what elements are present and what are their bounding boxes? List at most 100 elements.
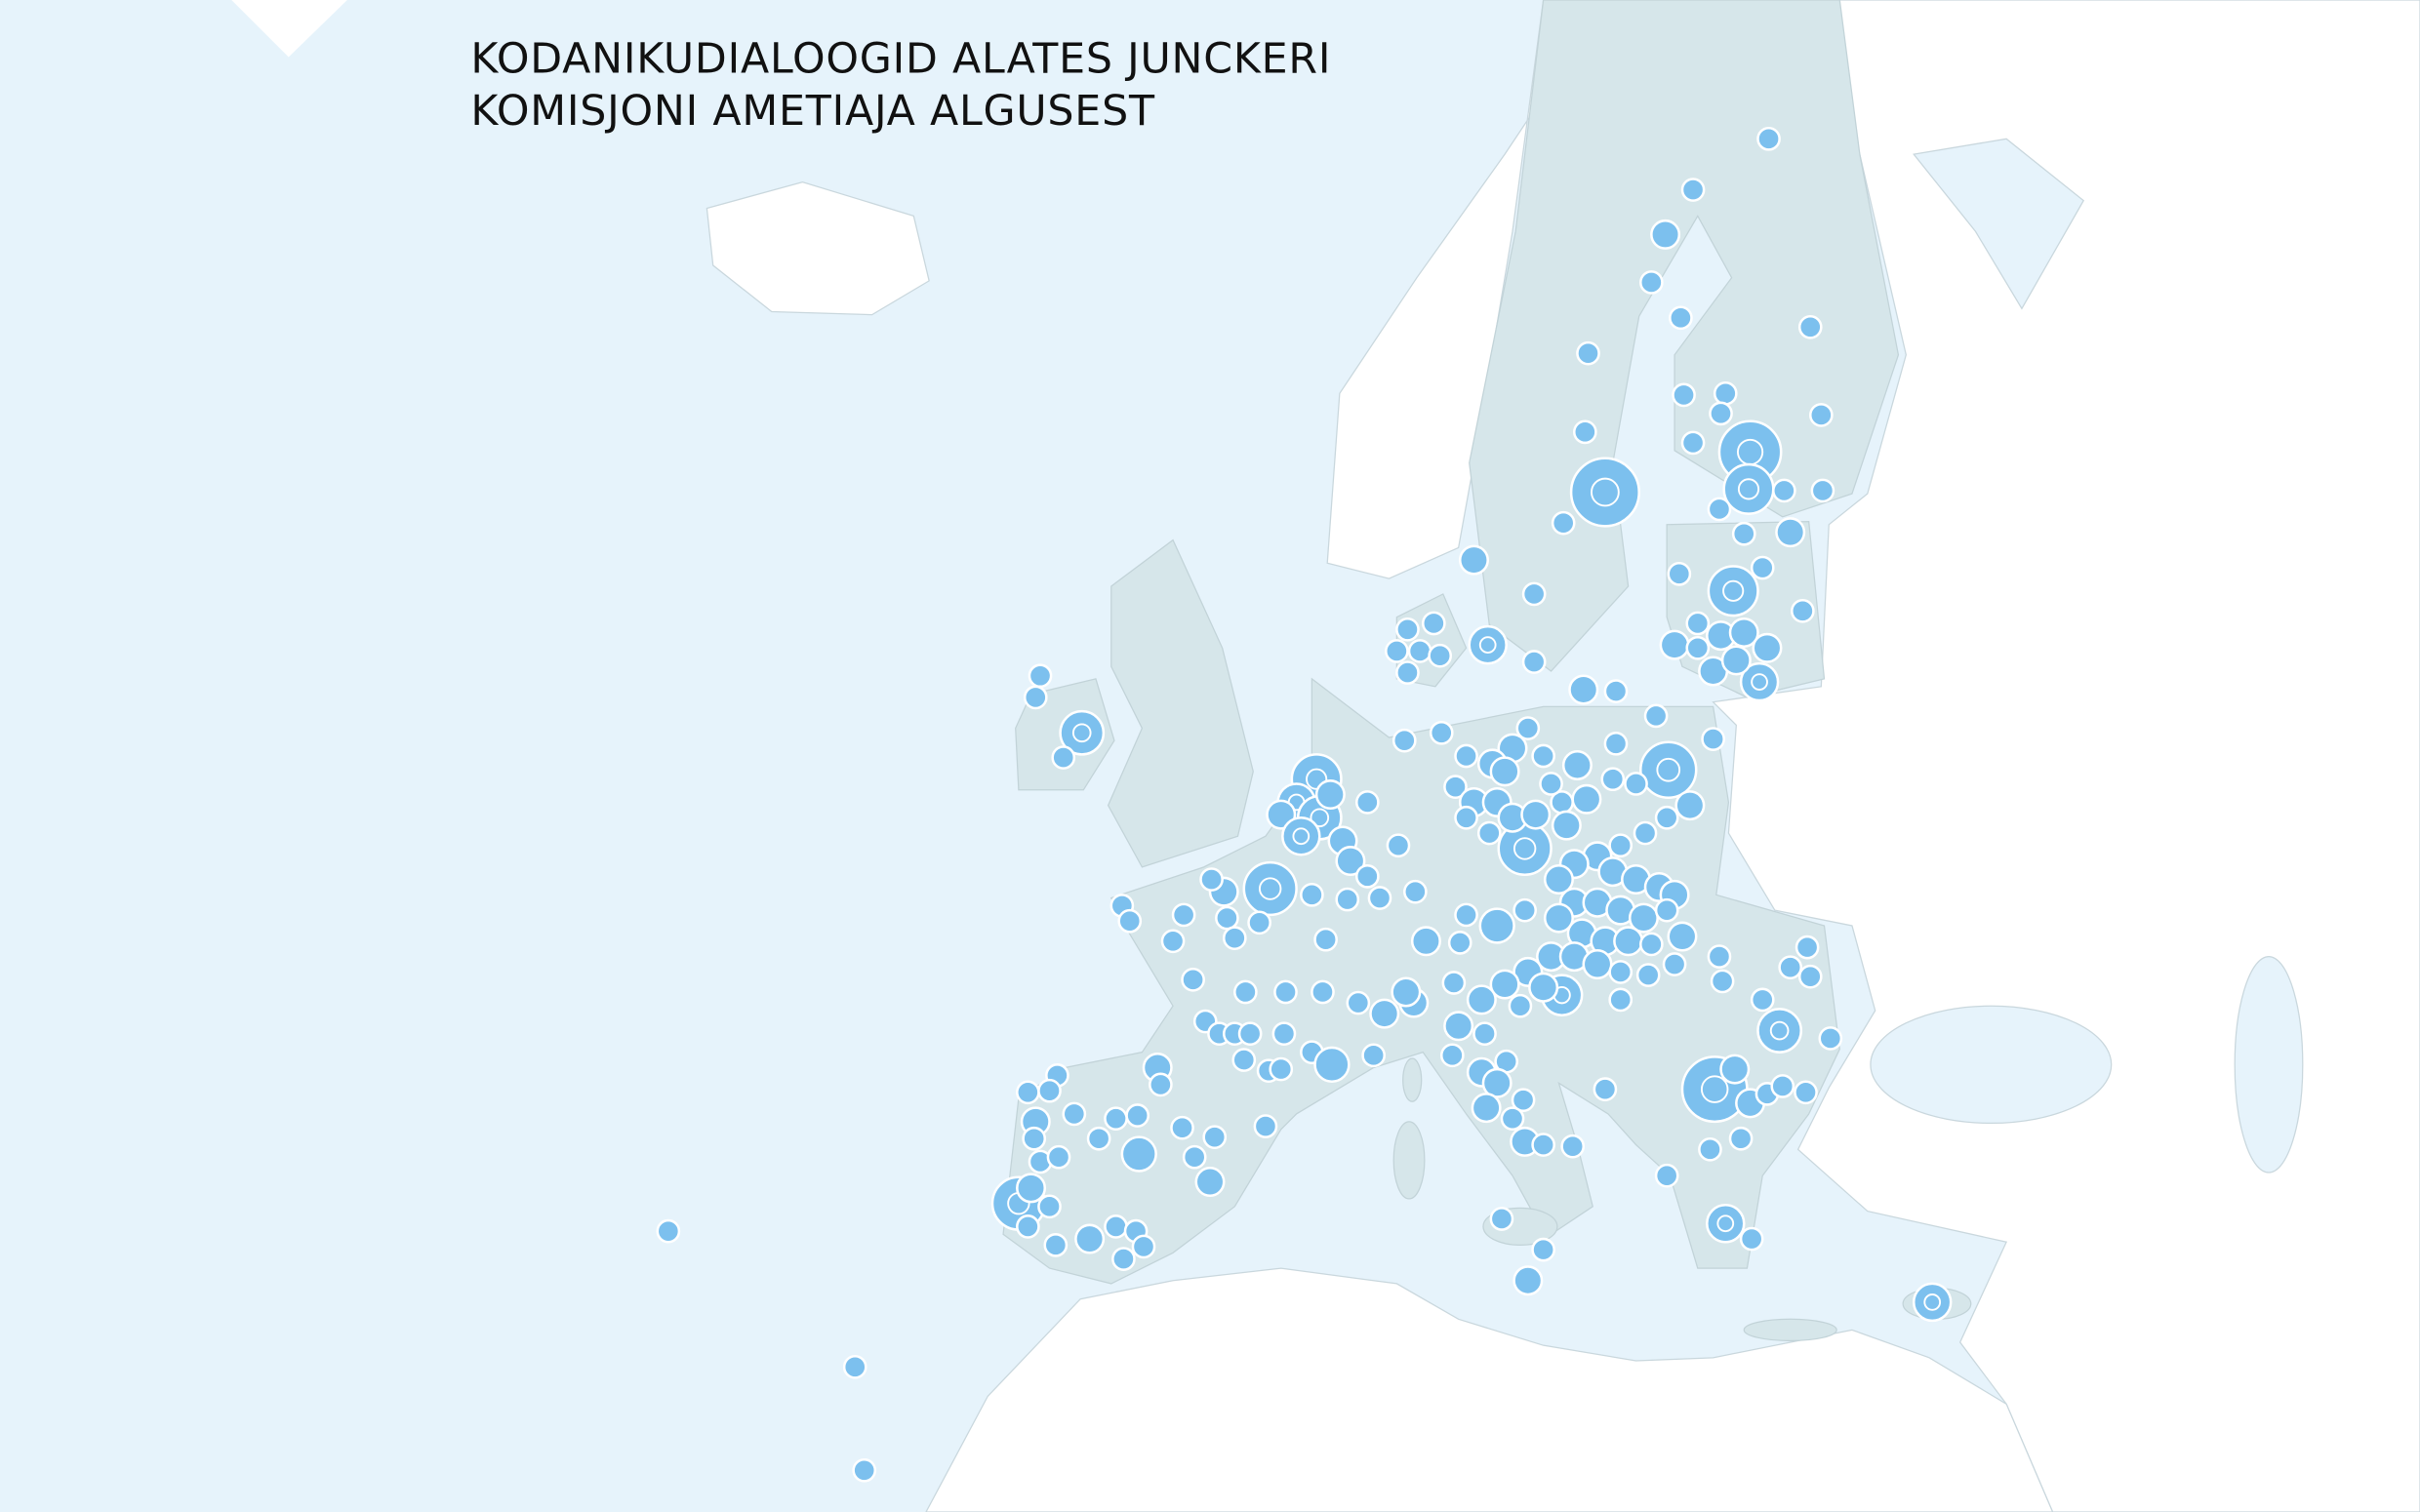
dialogue-marker <box>1701 727 1725 751</box>
dialogue-marker <box>1685 635 1711 660</box>
dialogue-marker <box>1667 921 1698 952</box>
dialogue-marker <box>1635 963 1661 987</box>
dialogue-marker <box>1794 1080 1818 1105</box>
dialogue-marker <box>1512 1265 1544 1296</box>
dialogue-marker <box>1573 419 1597 445</box>
dialogue-marker <box>1624 772 1648 796</box>
dialogue-marker <box>1808 403 1834 427</box>
dialogue-marker <box>1639 270 1664 295</box>
dialogue-marker <box>1273 979 1298 1005</box>
dialogue-markers <box>656 127 1953 1483</box>
dialogue-marker <box>1181 968 1205 992</box>
dialogue-marker <box>1458 544 1489 576</box>
dialogue-marker <box>1043 1233 1069 1257</box>
dialogue-marker <box>1476 820 1502 846</box>
dialogue-marker <box>1797 314 1823 339</box>
dialogue-marker <box>1395 660 1420 685</box>
corner-mark <box>231 0 347 58</box>
dialogue-marker <box>1194 1167 1226 1198</box>
dialogue-marker <box>1722 462 1775 515</box>
dialogue-marker <box>1468 624 1508 665</box>
dialogue-marker <box>1654 1163 1679 1188</box>
dialogue-marker <box>1369 998 1400 1029</box>
dialogue-marker <box>1795 935 1820 960</box>
dialogue-marker <box>1222 926 1247 950</box>
dialogue-marker <box>1500 1106 1525 1132</box>
dialogue-marker <box>1608 833 1634 858</box>
dialogue-marker <box>1392 728 1417 753</box>
dialogue-marker <box>1354 790 1380 815</box>
marker-ring <box>1258 877 1282 900</box>
dialogue-marker <box>1016 1080 1040 1105</box>
marker-ring <box>1923 1293 1942 1311</box>
dialogue-marker <box>1603 679 1629 703</box>
dialogue-marker <box>1728 617 1759 648</box>
dialogue-marker <box>1281 816 1321 856</box>
dialogue-marker <box>1791 598 1815 623</box>
north-africa <box>925 1267 2054 1512</box>
dialogue-marker <box>1086 1126 1111 1151</box>
dialogue-marker <box>1443 1011 1474 1042</box>
dialogue-marker <box>1511 1088 1536 1113</box>
dialogue-marker <box>1489 1207 1514 1231</box>
dialogue-marker <box>1386 833 1411 858</box>
dialogue-marker <box>1633 820 1658 846</box>
dialogue-marker <box>1674 790 1706 821</box>
dialogue-marker <box>1160 929 1186 954</box>
dialogue-marker <box>1199 867 1224 892</box>
marker-ring <box>1478 636 1497 654</box>
dialogue-marker <box>1346 990 1371 1015</box>
dialogue-marker <box>1582 949 1613 980</box>
dialogue-marker <box>1543 864 1574 895</box>
dialogue-marker <box>1710 969 1735 994</box>
dialogue-marker <box>1707 497 1732 522</box>
dialogue-marker <box>1608 987 1634 1013</box>
dialogue-marker <box>1654 805 1679 830</box>
dialogue-marker <box>1215 905 1239 931</box>
title-line: KODANIKUDIALOOGID ALATES JUNCKERI <box>470 34 1331 83</box>
dialogue-marker <box>1429 720 1454 745</box>
dialogue-marker <box>1912 1282 1953 1323</box>
dialogue-marker <box>1395 617 1420 642</box>
dialogue-marker <box>1472 1021 1497 1047</box>
dialogue-marker <box>1489 969 1520 1000</box>
dialogue-marker <box>1778 955 1803 980</box>
dialogue-marker <box>1028 663 1053 689</box>
dialogue-marker <box>1403 879 1428 904</box>
dialogue-marker <box>1775 517 1806 548</box>
dialogue-marker <box>1051 745 1076 770</box>
dialogue-marker <box>1182 1144 1207 1170</box>
dialogue-marker <box>1520 799 1552 830</box>
dialogue-marker <box>1639 932 1664 957</box>
dialogue-marker <box>1428 643 1453 668</box>
dialogue-marker <box>1104 1106 1128 1132</box>
dialogue-marker <box>1639 740 1698 799</box>
dialogue-marker <box>1391 976 1422 1008</box>
dialogue-marker <box>1037 1078 1062 1103</box>
dialogue-marker <box>1667 562 1692 586</box>
title-line: KOMISJONI AMETIAJA ALGUSEST <box>470 87 1155 136</box>
marker-ring <box>1700 1075 1729 1103</box>
white-sea <box>1913 138 2085 310</box>
dialogue-marker <box>1531 743 1555 769</box>
dialogue-marker <box>1603 732 1629 756</box>
dialogue-marker <box>1561 749 1593 780</box>
dialogue-marker <box>1439 1043 1465 1068</box>
dialogue-marker <box>1539 772 1563 796</box>
dialogue-marker <box>1770 1074 1795 1098</box>
dialogue-marker <box>1478 907 1515 944</box>
dialogue-marker <box>1543 902 1574 934</box>
marker-ring <box>1292 827 1311 846</box>
dialogue-marker <box>1521 581 1547 607</box>
dialogue-marker <box>1023 685 1048 710</box>
dialogue-marker <box>1466 984 1497 1015</box>
caspian-sea <box>2234 955 2304 1174</box>
dialogue-marker <box>1731 521 1756 546</box>
dialogue-marker <box>1454 743 1478 769</box>
dialogue-marker <box>1568 674 1599 705</box>
dialogue-marker <box>1407 639 1432 663</box>
crete <box>1743 1318 1837 1342</box>
dialogue-marker <box>1521 650 1547 674</box>
